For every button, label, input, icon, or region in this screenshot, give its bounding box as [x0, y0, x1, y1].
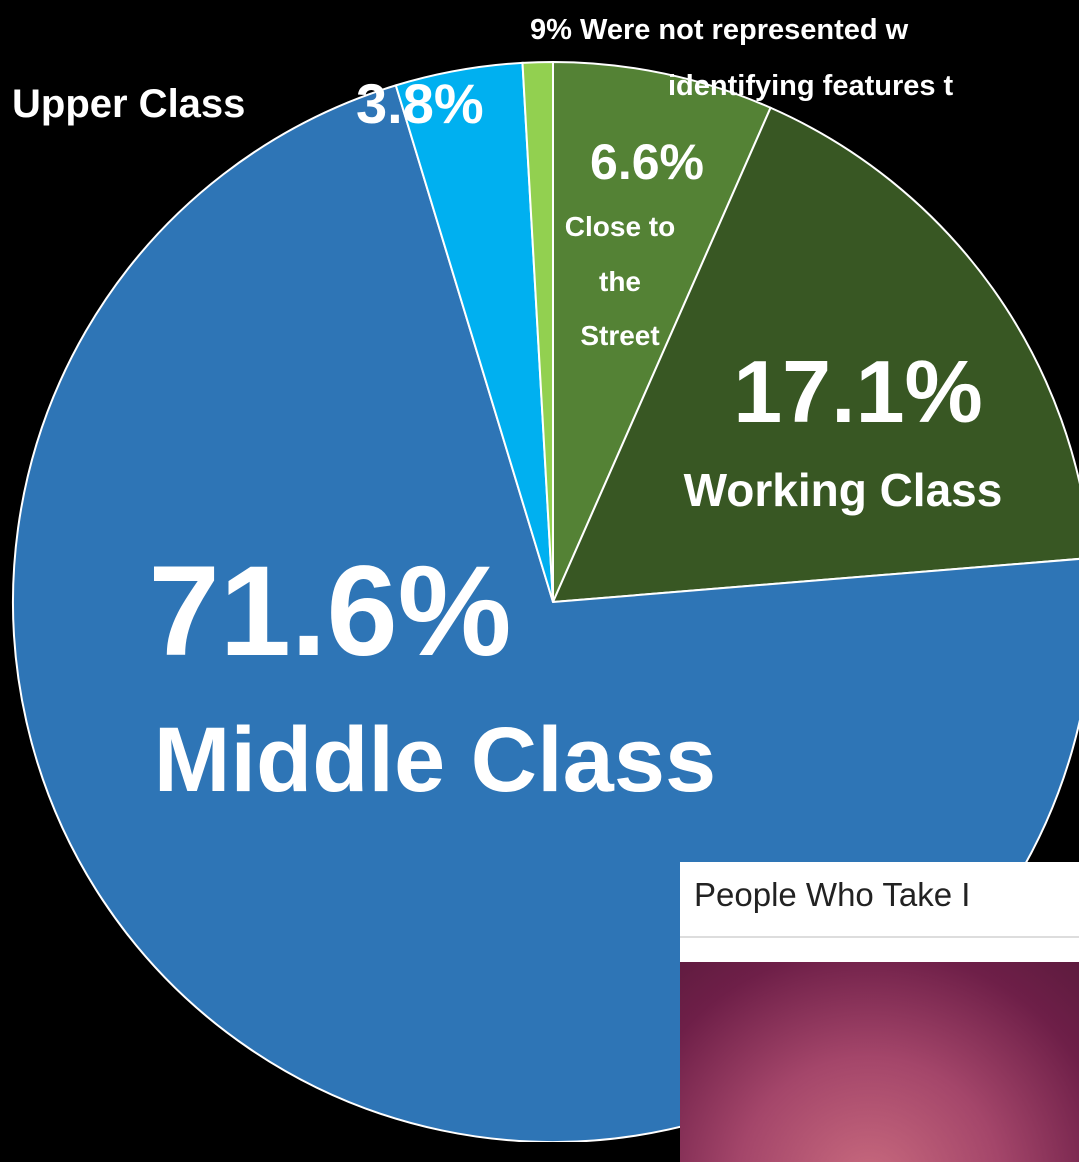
slice-label: Upper Class [12, 82, 246, 126]
photo [680, 962, 1079, 1162]
slice-label: Working Class [683, 464, 1003, 516]
value-label: 6.6% [590, 134, 704, 190]
pie-slice [552, 60, 772, 603]
pie-slice [521, 60, 554, 603]
inset-title: People Who Take I [694, 876, 971, 913]
value-label: 71.6% [148, 540, 512, 683]
pie-slice [551, 106, 1079, 604]
value-label: 17.1% [733, 342, 983, 441]
embedded-screenshot: People Who Take I [680, 862, 1079, 1162]
annotation: 9% Were not represented w [530, 14, 909, 46]
slice-label: Close to the Street [564, 211, 676, 352]
divider [680, 936, 1079, 938]
slice-label: Middle Class [153, 709, 717, 811]
annotation: identifying features t [668, 70, 954, 102]
value-label: 3.8% [356, 72, 484, 135]
